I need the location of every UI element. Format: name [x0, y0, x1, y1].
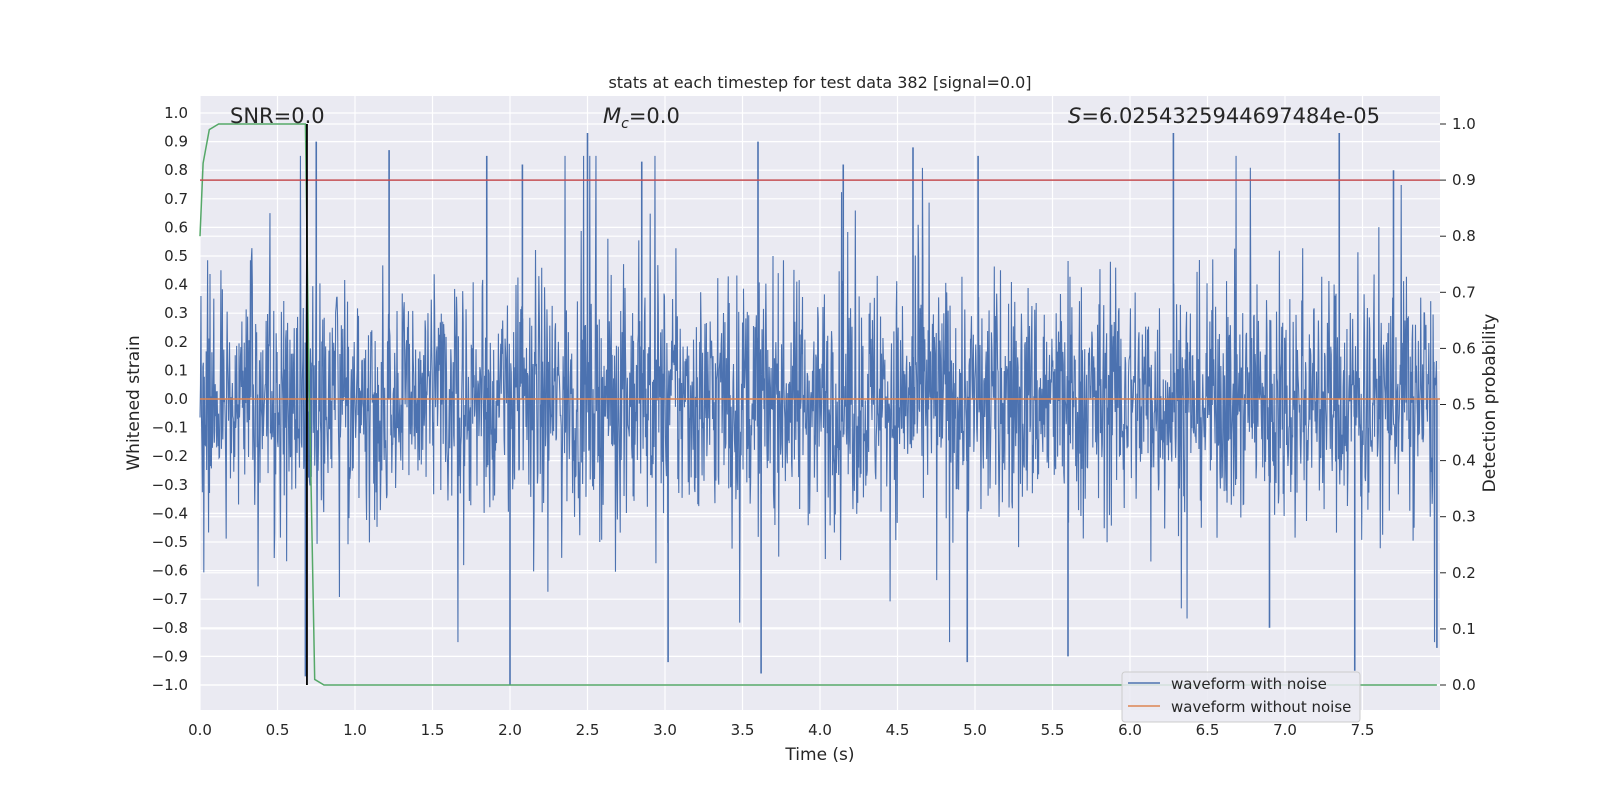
y-tick-label: −0.1	[152, 419, 188, 437]
y-tick-label: −0.7	[152, 590, 188, 608]
y2-tick-label: 1.0	[1452, 115, 1476, 133]
x-tick-label: 4.0	[808, 721, 832, 739]
chart-title: stats at each timestep for test data 382…	[608, 73, 1031, 92]
legend-box	[1121, 671, 1361, 723]
x-tick-label: 7.5	[1351, 721, 1375, 739]
y2-tick-label: 0.9	[1452, 171, 1476, 189]
y-tick-label: −0.9	[152, 647, 188, 665]
x-tick-label: 0.0	[188, 721, 212, 739]
y-tick-label: −1.0	[152, 676, 188, 694]
y-tick-label: 0.6	[164, 218, 188, 236]
y2-axis-label: Detection probability	[1480, 314, 1500, 493]
y-tick-label: −0.2	[152, 447, 188, 465]
y2-tick-label: 0.4	[1452, 452, 1476, 470]
x-axis-label: Time (s)	[784, 745, 854, 765]
x-tick-label: 2.5	[576, 721, 600, 739]
y-tick-label: 0.8	[164, 161, 188, 179]
data-layer	[199, 123, 1440, 686]
x-tick-label: 5.5	[1041, 721, 1065, 739]
x-tick-label: 3.0	[653, 721, 677, 739]
y2-tick-label: 0.5	[1452, 396, 1476, 414]
y-tick-label: −0.6	[152, 562, 188, 580]
y-tick-label: 0.9	[164, 133, 188, 151]
mc-annotation: Mc=0.0	[603, 104, 680, 132]
x-tick-label: 1.5	[421, 721, 445, 739]
y2-tick-label: 0.6	[1452, 339, 1476, 357]
y-tick-label: 0.2	[164, 333, 188, 351]
x-tick-label: 4.5	[886, 721, 910, 739]
legend-label-clean: waveform without noise	[1171, 698, 1351, 716]
y2-tick-label: 0.0	[1452, 676, 1476, 694]
s-annotation: S=6.0254325944697484e-05	[1068, 104, 1380, 128]
y2-ticks: 1.0 0.9 0.8 0.7 0.6 0.5 0.4 0.3 0.2 0.1 0.0	[1440, 115, 1476, 694]
series-waveform-with-noise	[199, 155, 1438, 643]
x-tick-label: 6.0	[1118, 721, 1142, 739]
y-tick-label: 0.3	[164, 304, 188, 322]
y2-tick-label: 0.8	[1452, 227, 1476, 245]
y-tick-label: −0.3	[152, 476, 188, 494]
x-tick-label: 1.0	[343, 721, 367, 739]
x-ticks: 0.0 0.5 1.0 1.5 2.0 2.5 3.0 3.5 4.0 4.5 5.0 5.5 6.0 6…	[188, 721, 1374, 739]
y-tick-label: −0.5	[152, 533, 188, 551]
x-tick-label: 3.5	[731, 721, 755, 739]
x-tick-label: 2.0	[498, 721, 522, 739]
x-tick-label: 6.5	[1196, 721, 1220, 739]
y-tick-label: 0.1	[164, 361, 188, 379]
y-ticks: 1.0 0.9 0.8 0.7 0.6 0.5 0.4 0.3 0.2 0.1 0.0 −0.1 −0.…	[152, 104, 188, 694]
series-detection-probability	[199, 123, 1437, 686]
y2-tick-label: 0.2	[1452, 564, 1476, 582]
y-tick-label: 0.5	[164, 247, 188, 265]
y-tick-label: 0.7	[164, 190, 188, 208]
x-tick-label: 5.0	[963, 721, 987, 739]
x-tick-label: 0.5	[266, 721, 290, 739]
y-axis-label: Whitened strain	[124, 335, 144, 470]
y2-tick-label: 0.1	[1452, 620, 1476, 638]
legend: waveform with noise waveform without noi…	[1121, 671, 1361, 723]
y-tick-label: 0.0	[164, 390, 188, 408]
x-tick-label: 7.0	[1273, 721, 1297, 739]
y2-tick-label: 0.7	[1452, 283, 1476, 301]
snr-annotation: SNR=0.0	[230, 104, 325, 128]
y-tick-label: 1.0	[164, 104, 188, 122]
y2-tick-label: 0.3	[1452, 508, 1476, 526]
y-tick-label: −0.8	[152, 619, 188, 637]
legend-label-noise: waveform with noise	[1171, 675, 1327, 693]
y-tick-label: 0.4	[164, 276, 188, 294]
y-tick-label: −0.4	[152, 504, 188, 522]
